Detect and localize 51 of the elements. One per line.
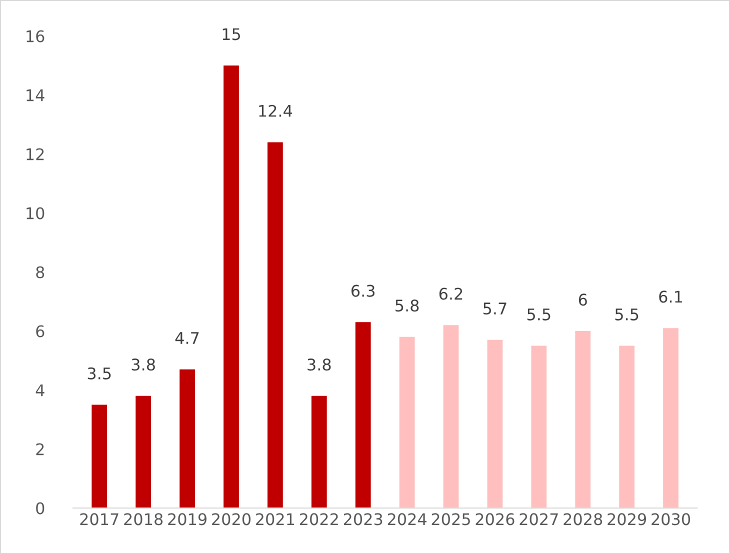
x-tick-label: 2029 <box>608 513 646 526</box>
data-label: 6 <box>578 294 587 306</box>
bar <box>267 142 283 508</box>
data-label: 12.4 <box>259 104 292 117</box>
y-tick-label: 2 <box>36 443 44 456</box>
y-tick-label: 6 <box>36 325 44 338</box>
data-label: 15 <box>222 28 240 40</box>
data-label: 6.1 <box>659 290 682 303</box>
data-label: 5.7 <box>483 302 506 315</box>
data-label: 4.7 <box>175 332 199 344</box>
x-tick-label: 2021 <box>256 513 294 526</box>
y-tick-label: 16 <box>26 30 44 42</box>
x-tick-label: 2022 <box>300 513 338 526</box>
bar <box>355 322 371 508</box>
data-label: 6.3 <box>352 284 375 297</box>
y-tick-label: 0 <box>36 502 44 514</box>
x-tick-label: 2025 <box>432 513 470 526</box>
bar <box>443 325 459 508</box>
bar <box>92 404 108 508</box>
data-label: 3.5 <box>88 367 111 380</box>
x-tick-label: 2027 <box>520 513 558 526</box>
y-tick-label: 12 <box>26 148 44 160</box>
x-tick-label: 2024 <box>388 513 426 526</box>
x-tick-label: 2030 <box>652 513 690 526</box>
bar <box>224 66 239 508</box>
bar <box>575 331 591 508</box>
x-tick-label: 2017 <box>80 513 118 526</box>
bar <box>180 369 195 508</box>
y-tick-label: 10 <box>26 207 44 220</box>
bar <box>487 340 503 508</box>
bar <box>136 396 152 508</box>
data-label: 5.8 <box>396 300 419 312</box>
x-tick-label: 2018 <box>124 513 163 526</box>
bar <box>531 346 547 508</box>
y-tick-label: 8 <box>36 266 44 278</box>
x-tick-label: 2028 <box>564 513 602 526</box>
data-label: 6.2 <box>439 288 462 300</box>
y-tick-label: 14 <box>26 89 44 102</box>
y-tick-label: 4 <box>36 384 44 396</box>
bar <box>399 336 415 508</box>
x-tick-label: 2026 <box>476 513 514 526</box>
data-label: 3.8 <box>308 358 331 371</box>
bar <box>619 346 635 508</box>
x-tick-label: 2019 <box>168 513 206 526</box>
bar <box>311 396 327 508</box>
x-tick-label: 2020 <box>212 513 250 526</box>
data-label: 5.5 <box>527 308 550 320</box>
data-label: 5.5 <box>615 308 638 320</box>
data-label: 3.8 <box>132 358 155 371</box>
x-tick-label: 2023 <box>344 513 382 526</box>
bar <box>663 328 678 508</box>
